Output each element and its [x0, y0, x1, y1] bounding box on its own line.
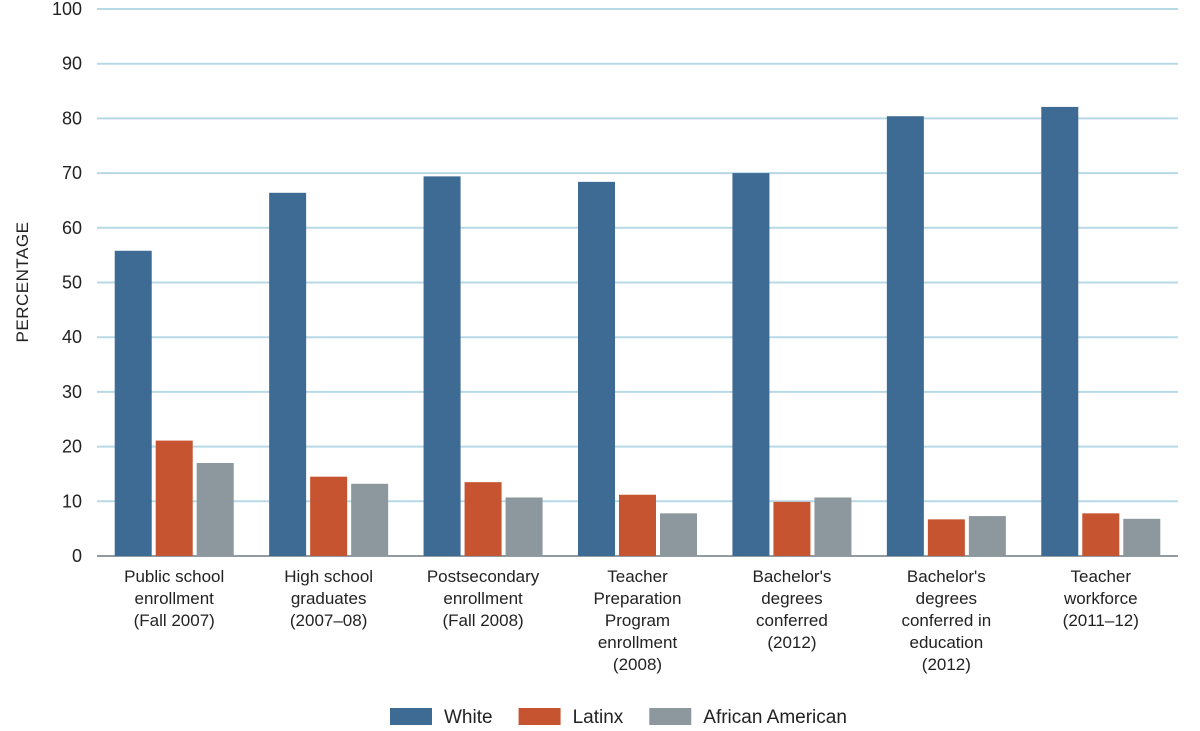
legend-label: African American	[703, 707, 847, 728]
bar-african-american	[196, 463, 234, 556]
legend-label: Latinx	[573, 707, 624, 728]
y-tick-label: 40	[62, 327, 82, 347]
category-labels: Public school enrollment (Fall 2007) High s…	[124, 567, 1139, 674]
x-category-label: High school graduates (2007–08)	[284, 567, 373, 630]
legend-swatch	[518, 708, 561, 725]
y-tick-label: 20	[62, 437, 82, 457]
legend-swatch	[390, 708, 432, 725]
bar-white	[1041, 106, 1079, 557]
bar-white	[269, 192, 307, 557]
y-tick-label: 60	[62, 218, 82, 238]
bar-white	[114, 250, 152, 557]
bar-african-american	[660, 513, 697, 556]
bar-african-american	[814, 497, 852, 556]
bar-latinx	[464, 482, 502, 556]
x-category-label: Bachelor's degrees conferred (2012)	[753, 567, 832, 652]
bar-white	[578, 181, 615, 557]
bar-african-american	[1123, 518, 1161, 556]
legend-label: White	[444, 707, 493, 728]
bar-white	[732, 173, 770, 556]
y-tick-label: 0	[72, 546, 82, 566]
bar-latinx	[773, 501, 811, 556]
bars	[114, 106, 1161, 557]
x-category-label: Teacher workforce (2011–12)	[1063, 567, 1139, 630]
y-tick-label: 50	[62, 273, 82, 293]
y-tick-label: 80	[62, 108, 82, 128]
bar-african-american	[968, 516, 1006, 556]
bar-african-american	[351, 483, 389, 556]
legend-swatch	[649, 708, 692, 725]
legend: White Latinx African American	[390, 707, 847, 728]
y-tick-label: 100	[52, 0, 82, 19]
gridlines	[97, 8, 1178, 557]
y-tick-label: 70	[62, 163, 82, 183]
x-category-label: Public school enrollment (Fall 2007)	[124, 567, 224, 630]
y-tick-label: 10	[62, 491, 82, 511]
bar-latinx	[619, 494, 656, 556]
y-tick-label: 30	[62, 382, 82, 402]
bar-latinx	[155, 440, 193, 556]
x-category-label: Bachelor's degrees conferred in education (2…	[901, 567, 991, 674]
x-category-label: Teacher Preparation Program enrollment (2008…	[594, 567, 682, 674]
bar-latinx	[310, 476, 348, 556]
bar-white	[886, 116, 924, 556]
bar-african-american	[505, 497, 543, 556]
bar-white	[423, 176, 461, 556]
y-axis-ticks: 0 10 20 30 40 50 60 70 80 90 100	[52, 0, 82, 566]
x-category-label: Postsecondary enrollment (Fall 2008)	[427, 567, 540, 630]
bar-latinx	[1082, 513, 1120, 556]
y-tick-label: 90	[62, 54, 82, 74]
bar-latinx	[927, 519, 965, 556]
y-axis-label: PERCENTAGE	[13, 222, 32, 343]
